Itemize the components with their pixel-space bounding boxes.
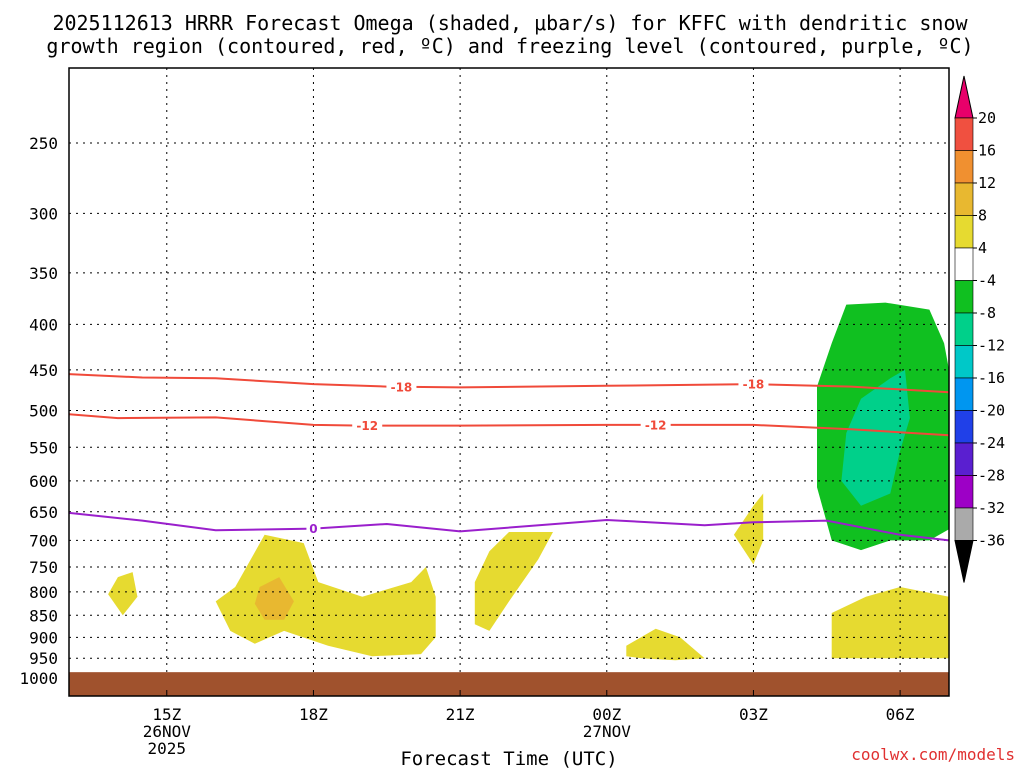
- y-tick-label-1000: 1000: [19, 669, 58, 688]
- contour-label--12-1: -12: [645, 418, 667, 432]
- title-line-1: 2025112613 HRRR Forecast Omega (shaded, …: [52, 11, 968, 35]
- colorbar-segment-7: [954, 345, 974, 379]
- colorbar-segment-12: [954, 507, 974, 541]
- colorbar-segment-11: [954, 475, 974, 509]
- contour-label-bg-0-0: [306, 521, 321, 536]
- y-tick-label-850: 850: [29, 606, 58, 625]
- x-tick-label-21Z: 21Z: [446, 705, 475, 724]
- omega-region-yellow-03Z-blob: [733, 493, 764, 565]
- plot-frame: [68, 67, 950, 697]
- colorbar-label-20: 20: [978, 109, 996, 127]
- colorbar-bottom-arrow: [954, 540, 974, 583]
- omega-region-yellow-06Z-low: [831, 587, 949, 659]
- x-tick-label-06Z: 06Z: [886, 705, 915, 724]
- contour-line-0: [69, 511, 949, 542]
- x-tick-label-00Z: 00Z: [592, 705, 621, 724]
- x-tick-sublabel-27NOV: 27NOV: [583, 722, 632, 741]
- colorbar-label--8: -8: [978, 304, 996, 322]
- colorbar-label--32: -32: [978, 499, 1005, 517]
- colorbar-label--4: -4: [978, 272, 996, 290]
- colorbar-segment-4: [954, 247, 974, 281]
- ground-layer: [69, 672, 949, 696]
- plot-background: [69, 68, 949, 696]
- y-tick-label-300: 300: [29, 204, 58, 223]
- colorbar-label--36: -36: [978, 532, 1005, 550]
- x-tick-label-15Z: 15Z: [152, 705, 181, 724]
- colorbar-label-12: 12: [978, 174, 996, 192]
- colorbar-label-16: 16: [978, 142, 996, 160]
- contour-label--12-0: -12: [356, 419, 378, 433]
- colorbar-label-8: 8: [978, 207, 987, 225]
- colorbar-label--24: -24: [978, 434, 1005, 452]
- y-tick-label-950: 950: [29, 649, 58, 668]
- colorbar-label--12: -12: [978, 337, 1005, 355]
- x-tick-label-18Z: 18Z: [299, 705, 328, 724]
- y-tick-label-650: 650: [29, 503, 58, 522]
- credit-link[interactable]: coolwx.com/models: [851, 745, 1015, 764]
- y-tick-label-700: 700: [29, 531, 58, 550]
- colorbar-segment-6: [954, 312, 974, 346]
- omega-region-teal-region-east: [841, 369, 910, 506]
- colorbar-segment-8: [954, 377, 974, 411]
- contour-line--18: [69, 373, 949, 394]
- y-tick-label-400: 400: [29, 315, 58, 334]
- omega-shading: [108, 302, 949, 661]
- title-line-2: growth region (contoured, red, ºC) and f…: [46, 34, 973, 58]
- y-tick-label-500: 500: [29, 402, 58, 421]
- colorbar-segment-0: [954, 117, 974, 151]
- omega-region-orange-18Z-core: [254, 577, 294, 620]
- contour-label-bg--18-1: [738, 377, 769, 392]
- contour-label--18-1: -18: [743, 378, 765, 392]
- omega-region-yellow-18Z-lobe: [215, 534, 436, 657]
- colorbar-segment-5: [954, 280, 974, 314]
- colorbar-label--20: -20: [978, 402, 1005, 420]
- plot-area: -18 -18 -12 -12 0: [69, 68, 949, 696]
- contour-line--12: [69, 413, 949, 437]
- y-tick-label-750: 750: [29, 558, 58, 577]
- y-tick-label-550: 550: [29, 438, 58, 457]
- chart-title: 2025112613 HRRR Forecast Omega (shaded, …: [46, 11, 973, 58]
- colorbar-segment-2: [954, 182, 974, 216]
- y-tick-label-250: 250: [29, 134, 58, 153]
- y-axis-ticks: 250 300 350 400 450 500 550 600 650 700 750 800 850 9…: [19, 134, 58, 688]
- ground-surface: [69, 672, 949, 696]
- colorbar-segment-1: [954, 150, 974, 184]
- omega-region-yellow-14Z-blob: [108, 572, 138, 616]
- colorbar-label--28: -28: [978, 467, 1005, 485]
- contour-label-bg--18-0: [386, 379, 417, 394]
- colorbar-label-4: 4: [978, 239, 987, 257]
- y-tick-label-450: 450: [29, 361, 58, 380]
- isotherm-contours: -18 -18 -12 -12 0: [69, 373, 949, 542]
- contour-label--18-0: -18: [391, 380, 413, 394]
- y-tick-label-600: 600: [29, 472, 58, 491]
- colorbar-segment-9: [954, 410, 974, 444]
- contour-label-0-0: 0: [309, 522, 317, 536]
- contour-label-bg--12-1: [640, 417, 671, 432]
- pressure-gridlines: [69, 68, 949, 673]
- x-tick-label-03Z: 03Z: [739, 705, 768, 724]
- colorbar-top-arrow: [954, 75, 974, 119]
- y-tick-label-350: 350: [29, 264, 58, 283]
- colorbar-segment-10: [954, 442, 974, 476]
- colorbar-label--16: -16: [978, 369, 1005, 387]
- omega-region-yellow-22Z-column: [474, 532, 553, 631]
- y-tick-label-900: 900: [29, 628, 58, 647]
- contour-label-bg--12-0: [352, 418, 383, 433]
- colorbar: 20 16 12 8 4 -4 -8 -12 -16 -20 -24 -28 -32 -36: [954, 75, 1005, 583]
- x-tick-sublabel-26NOV: 26NOV: [143, 722, 192, 741]
- x-axis-label: Forecast Time (UTC): [400, 748, 617, 768]
- omega-region-yellow-01Z-patch: [626, 628, 705, 661]
- x-tick-sublabel-2025: 2025: [148, 739, 187, 758]
- y-tick-label-800: 800: [29, 583, 58, 602]
- colorbar-segment-3: [954, 215, 974, 249]
